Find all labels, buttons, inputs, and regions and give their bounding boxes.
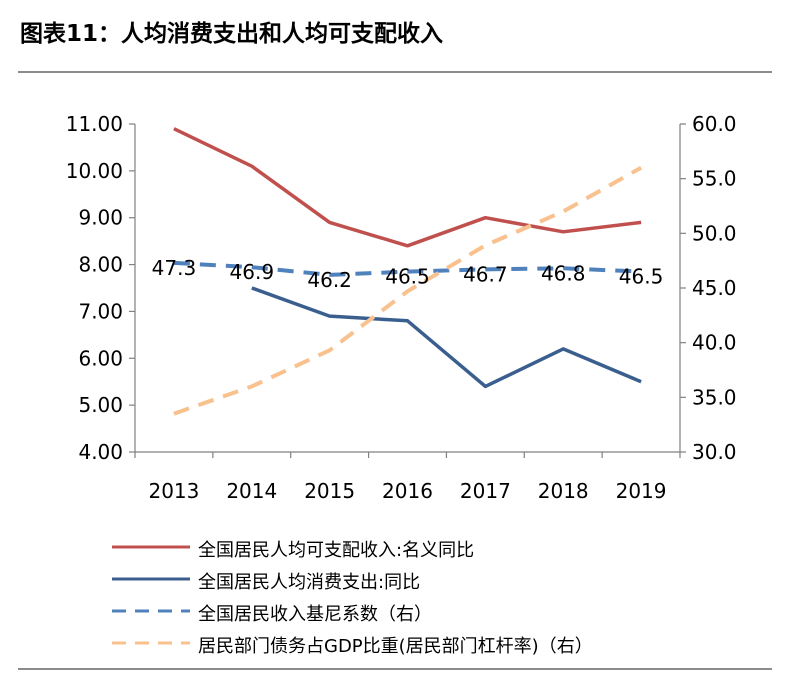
y-left-tick-label: 11.00 xyxy=(66,112,123,136)
series-line-gini xyxy=(173,260,642,277)
series-line-income xyxy=(173,127,642,248)
series-line-consumption xyxy=(251,286,642,389)
y-right-tick-label: 40.0 xyxy=(692,331,737,355)
legend-swatch-debt xyxy=(112,641,190,645)
x-tick-label: 2017 xyxy=(460,479,511,503)
series-line-debt xyxy=(173,165,643,416)
legend-swatch-income xyxy=(112,545,190,549)
chart-axes: 4.00 5.00 6.00 7.00 8.00 9.00 10.00 11.00 30.0 35… xyxy=(66,112,737,503)
data-label-gini: 47.3 xyxy=(152,256,197,280)
data-label-gini: 46.8 xyxy=(541,261,586,285)
line-chart: 4.00 5.00 6.00 7.00 8.00 9.00 10.00 11.00 30.0 35… xyxy=(66,112,737,503)
data-label-gini: 46.2 xyxy=(307,268,352,292)
x-tick-label: 2014 xyxy=(226,479,277,503)
x-tick-label: 2018 xyxy=(538,479,589,503)
y-right-tick-label: 35.0 xyxy=(692,385,737,409)
page-title: 图表11：人均消费支出和人均可支配收入 xyxy=(20,21,444,47)
legend-label-income: 全国居民人均可支配收入:名义同比 xyxy=(198,540,475,561)
chart-lines xyxy=(173,127,643,416)
x-tick-label: 2013 xyxy=(148,479,199,503)
x-tick-label: 2016 xyxy=(382,479,433,503)
y-right-tick-label: 55.0 xyxy=(692,167,737,191)
y-left-tick-label: 9.00 xyxy=(78,206,123,230)
y-left-tick-label: 7.00 xyxy=(78,299,123,323)
y-left-tick-label: 4.00 xyxy=(78,440,123,464)
legend-label-gini: 全国居民收入基尼系数（右） xyxy=(198,604,432,625)
data-label-gini: 46.7 xyxy=(463,262,508,286)
legend-label-debt: 居民部门债务占GDP比重(居民部门杠杆率)（右） xyxy=(198,636,593,657)
y-right-tick-label: 50.0 xyxy=(692,221,737,245)
bottom-divider xyxy=(18,668,772,670)
y-left-tick-label: 6.00 xyxy=(78,346,123,370)
legend-swatch-gini xyxy=(112,609,190,613)
data-label-gini: 46.9 xyxy=(230,260,275,284)
top-divider xyxy=(18,71,772,73)
y-left-tick-label: 8.00 xyxy=(78,253,123,277)
chart-data-labels: 47.3 46.9 46.2 46.5 46.7 46.8 46.5 xyxy=(152,256,664,292)
x-tick-label: 2015 xyxy=(304,479,355,503)
legend-label-consumption: 全国居民人均消费支出:同比 xyxy=(198,572,421,593)
legend-swatch-consumption xyxy=(112,577,190,581)
y-right-tick-label: 30.0 xyxy=(692,440,737,464)
x-tick-label: 2019 xyxy=(616,479,667,503)
y-right-tick-label: 45.0 xyxy=(692,276,737,300)
y-right-tick-label: 60.0 xyxy=(692,112,737,136)
y-left-tick-label: 10.00 xyxy=(66,159,123,183)
data-label-gini: 46.5 xyxy=(385,265,430,289)
data-label-gini: 46.5 xyxy=(619,265,664,289)
y-left-tick-label: 5.00 xyxy=(78,393,123,417)
